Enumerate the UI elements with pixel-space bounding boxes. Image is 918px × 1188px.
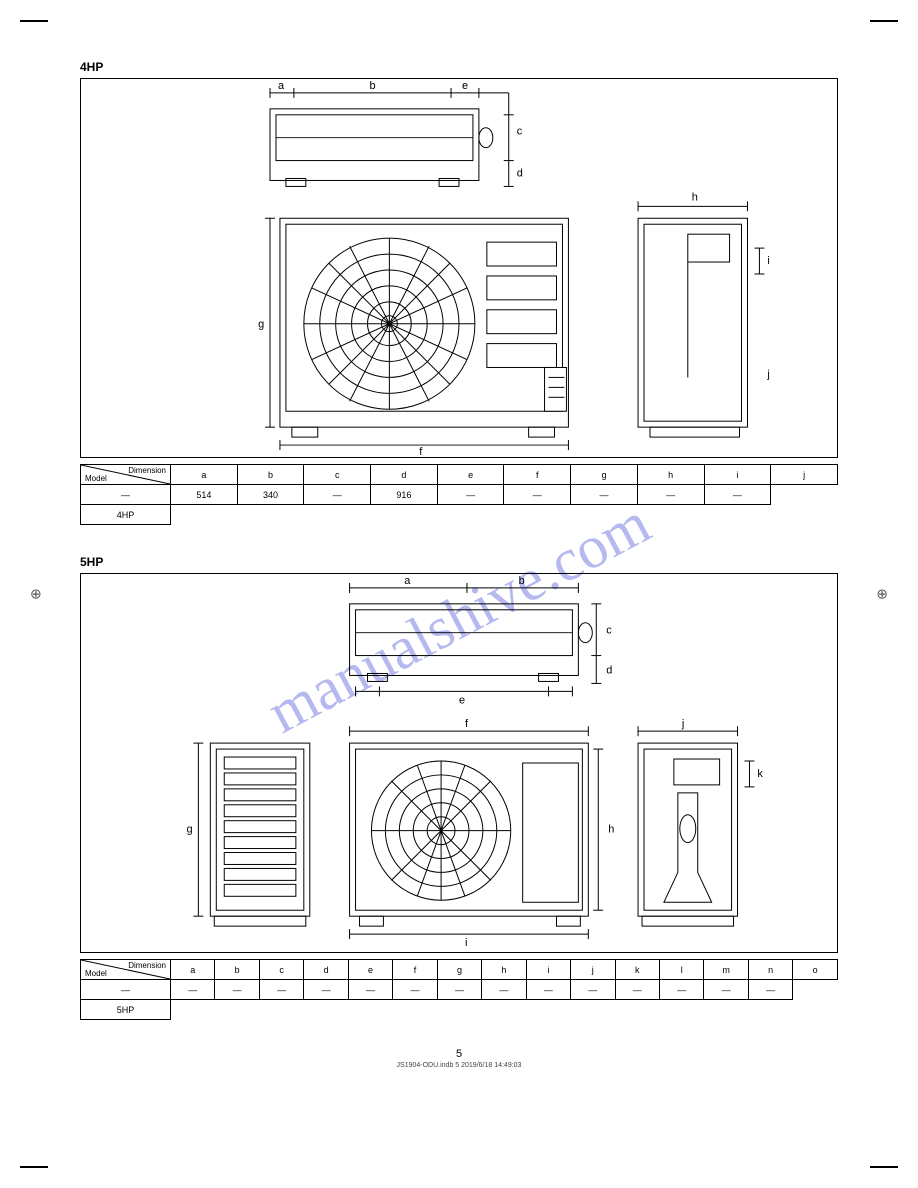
dim-i: i [767,255,769,267]
table-2-corner: Dimension Model [81,960,171,980]
table-row: — — — — — — — — — — — — — — — [81,980,838,1000]
page-number: 5 [80,1048,838,1060]
footer-note: JS1904-ODU.indb 5 2019/6/18 14:49:03 [80,1062,838,1069]
table-2: Dimension Model a b c d e f g h i j k l … [80,959,838,1020]
svg-text:h: h [608,824,614,836]
registration-mark-right: ⊕ [876,586,888,603]
table-row: 4HP [81,505,838,525]
svg-text:g: g [186,824,192,836]
table-row: 5HP [81,1000,838,1020]
dim-e: e [462,80,468,92]
table-row: — 514 340 — 916 — — — — — [81,485,838,505]
diagram-1: a b e c d h i g f j [80,78,838,458]
dim-b: b [369,80,375,92]
section-1-title: 4HP [80,60,838,74]
diagram-2: a b c d e g f h i j k [80,573,838,953]
dim-g: g [258,319,264,331]
svg-text:j: j [681,718,684,730]
svg-text:c: c [606,625,612,637]
table-1-corner: Dimension Model [81,465,171,485]
dim-c: c [517,126,523,138]
svg-text:e: e [459,694,465,706]
section-2-title: 5HP [80,555,838,569]
dim-d: d [517,167,523,179]
table-1: Dimension Model a b c d e f g h i j — 51… [80,464,838,525]
svg-text:d: d [606,664,612,676]
registration-mark-left: ⊕ [30,586,42,603]
svg-text:f: f [465,718,469,730]
svg-text:k: k [757,768,763,780]
dim-j: j [766,368,769,380]
dim-h: h [692,191,698,203]
dim-a: a [278,80,285,92]
svg-text:a: a [404,575,411,587]
svg-text:b: b [519,575,525,587]
dim-f: f [419,446,423,457]
svg-text:i: i [465,937,467,949]
